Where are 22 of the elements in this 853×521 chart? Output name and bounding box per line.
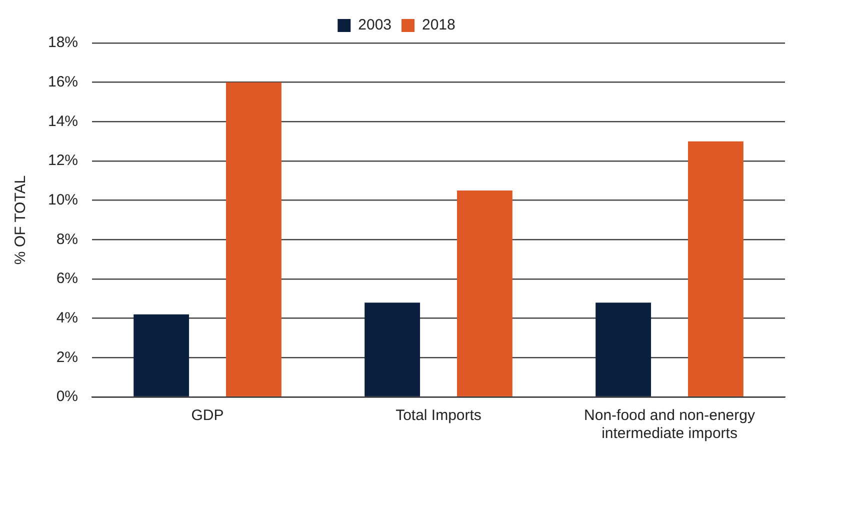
x-tick-label: Total Imports: [396, 407, 482, 424]
y-tick-label: 6%: [56, 270, 78, 288]
bar: [456, 190, 512, 396]
bar: [596, 302, 652, 396]
y-tick-label: 4%: [56, 309, 78, 326]
bar: [226, 82, 282, 396]
y-tick-label: 0%: [56, 388, 78, 406]
y-tick-label: 10%: [48, 191, 78, 208]
y-tick-label: 16%: [48, 73, 78, 90]
y-tick-label: 12%: [48, 152, 78, 170]
y-tick-label: 18%: [48, 34, 78, 52]
bar: [134, 314, 190, 396]
bar: [688, 141, 744, 396]
legend-label: 2003: [358, 16, 392, 34]
legend-label: 2018: [422, 16, 456, 34]
bar: [364, 302, 420, 396]
y-tick-label: 2%: [56, 348, 78, 366]
y-axis-title: % OF TOTAL: [12, 175, 30, 265]
x-tick-label: Non-food and non-energy intermediate imports: [584, 407, 756, 442]
x-tick-label: GDP: [191, 407, 224, 424]
y-tick-label: 14%: [48, 112, 78, 130]
y-tick-label: 8%: [56, 230, 78, 248]
